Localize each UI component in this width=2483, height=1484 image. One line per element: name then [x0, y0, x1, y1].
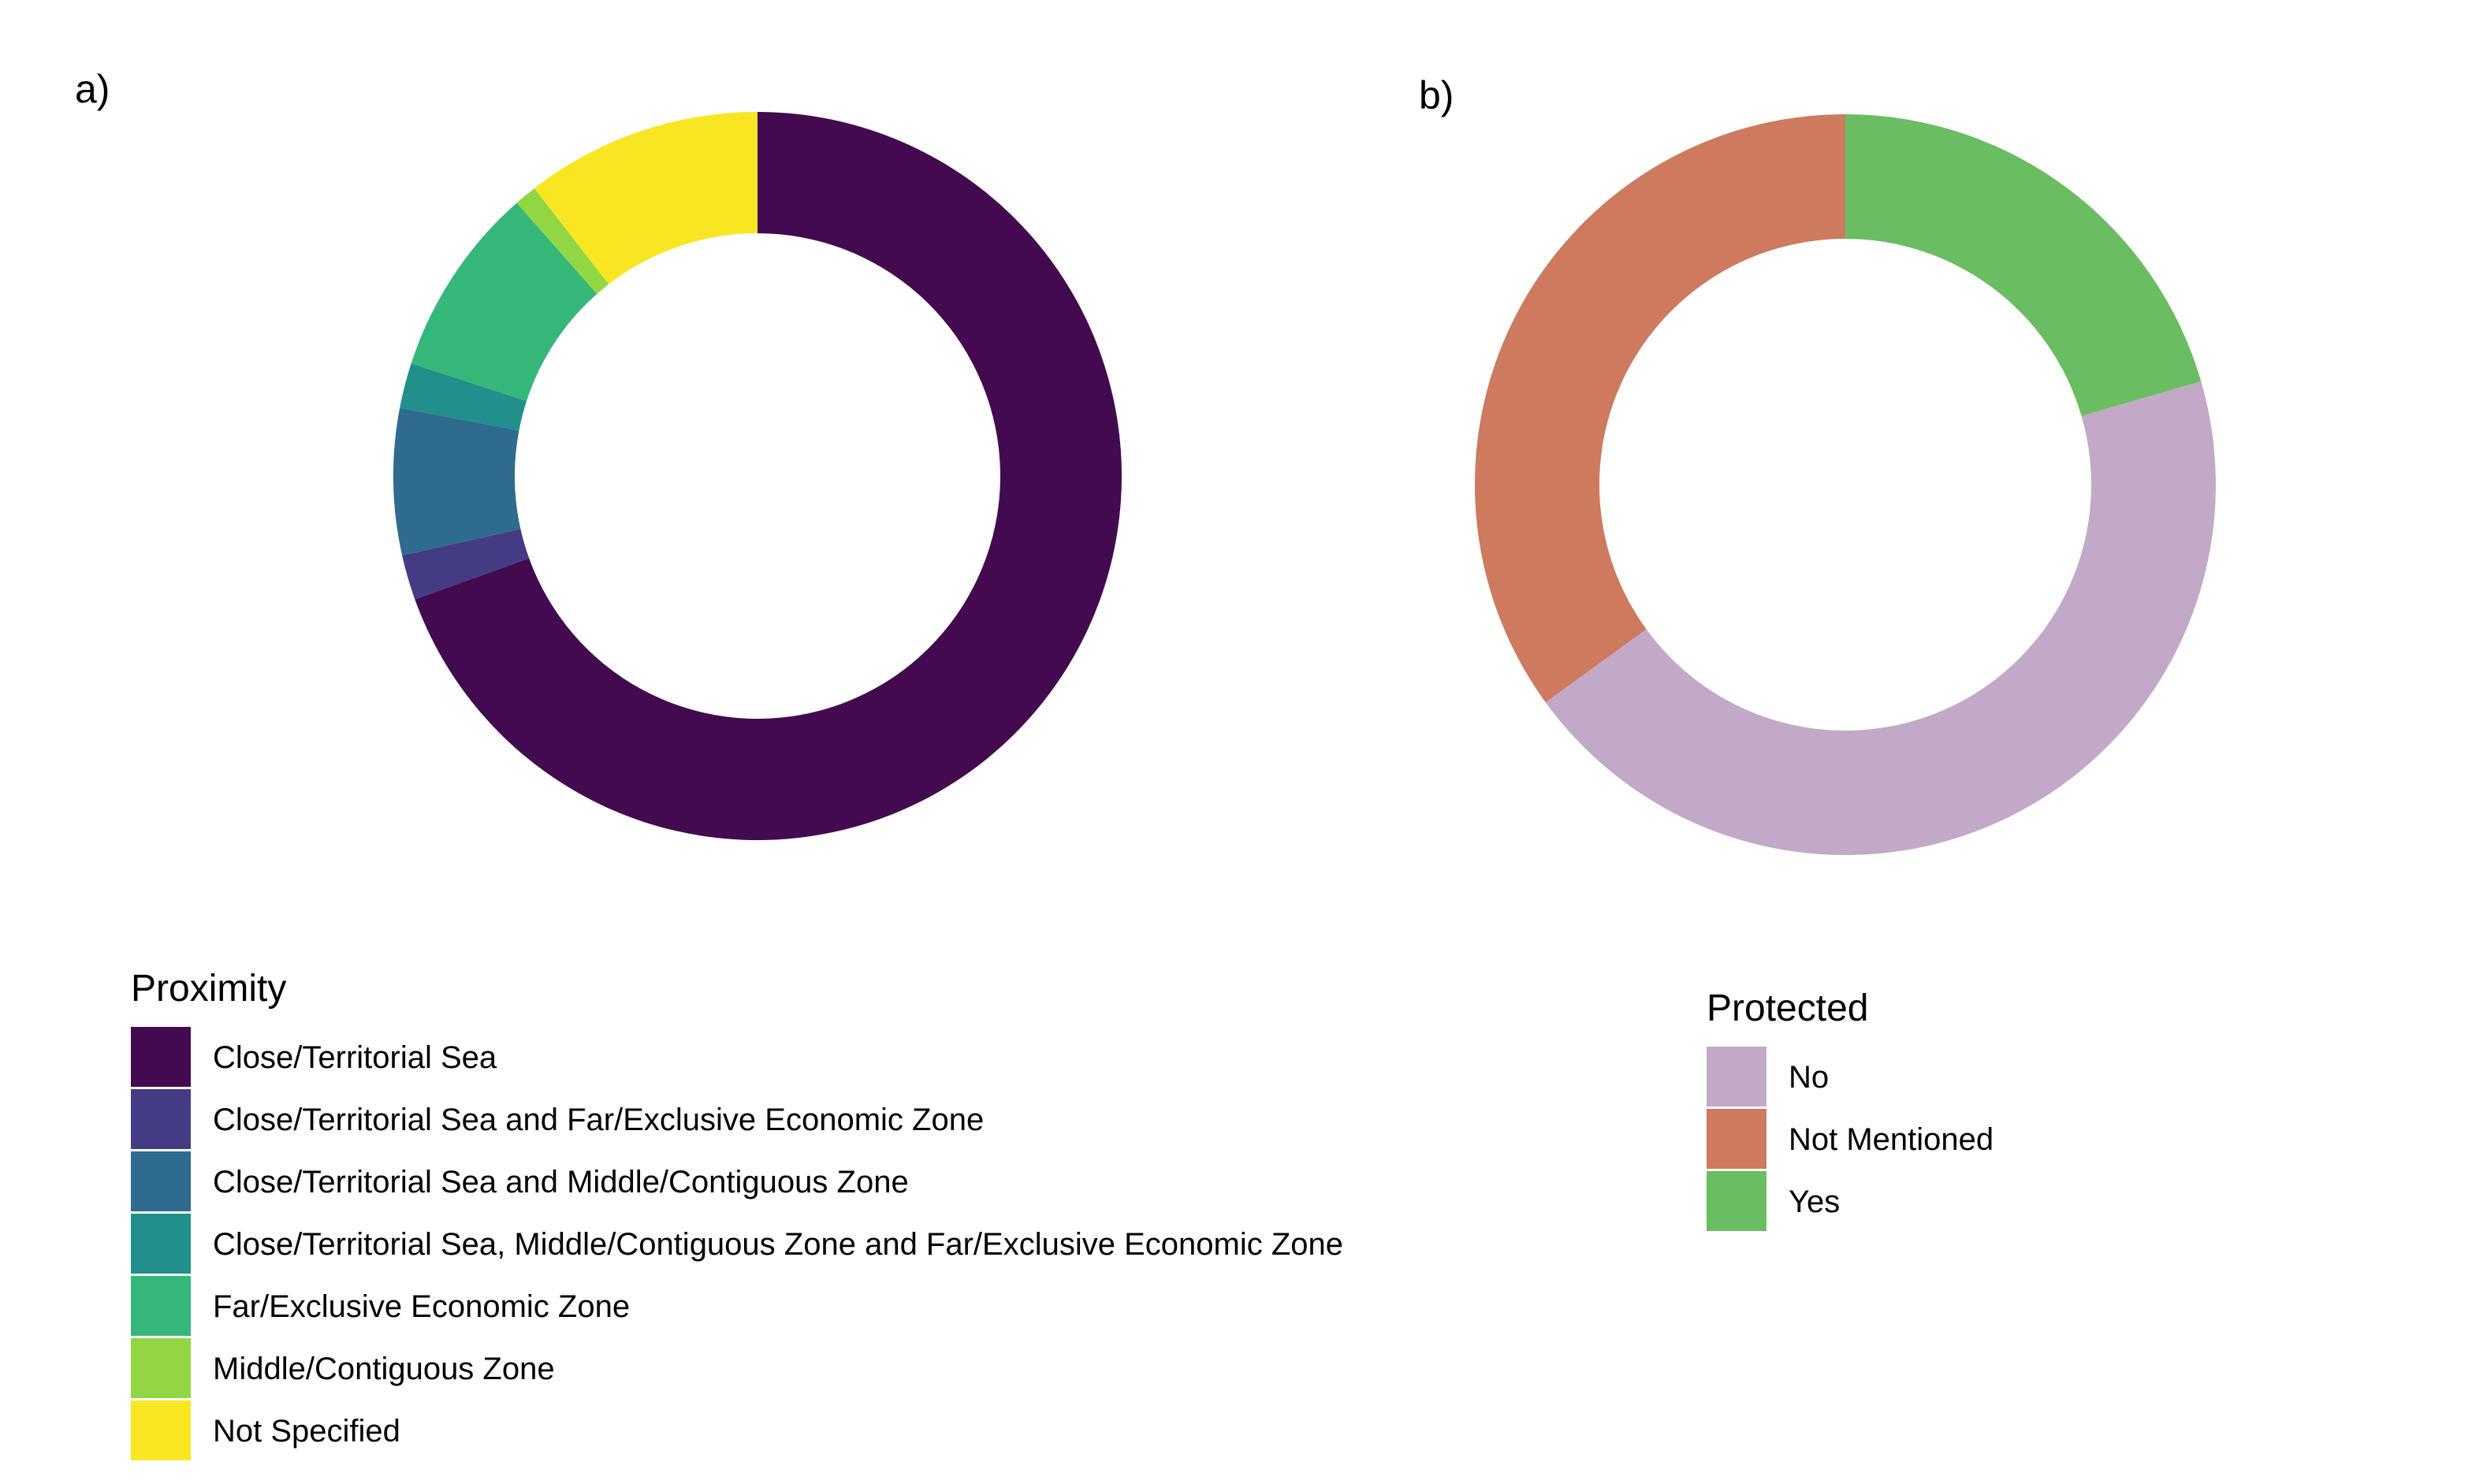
donut-chart-proximity — [393, 112, 1122, 840]
legend-label-no: No — [1789, 1060, 1829, 1095]
slice-no — [1545, 381, 2217, 856]
slice-not-mentioned — [1475, 114, 1845, 703]
legend-key-close-territorial-sea-and-far-exclusive-economic-zone — [131, 1089, 191, 1149]
legend-key-not-specified — [131, 1400, 191, 1460]
legend-key-far-exclusive-economic-zone — [131, 1276, 191, 1336]
slice-close-territorial-sea-and-middle-contiguous-zone — [393, 407, 521, 556]
legend-label-close-territorial-sea: Close/Territorial Sea — [213, 1040, 497, 1075]
slice-close-territorial-sea-and-far-exclusive-economic-zone — [402, 529, 530, 600]
slice-not-specified — [534, 112, 758, 285]
legend-label-close-territorial-sea-middle-contiguous-zone-and-far-exclusive-economic-zone: Close/Territorial Sea, Middle/Contiguous… — [213, 1227, 1343, 1262]
legend-label-far-exclusive-economic-zone: Far/Exclusive Economic Zone — [213, 1289, 630, 1324]
legend-key-middle-contiguous-zone — [131, 1338, 191, 1398]
legend-label-close-territorial-sea-and-middle-contiguous-zone: Close/Territorial Sea and Middle/Contigu… — [213, 1165, 909, 1199]
legend-protected: Protected No Not Mentioned Yes — [1707, 987, 1993, 1231]
legend-title-proximity: Proximity — [131, 968, 286, 1010]
legend-label-not-specified: Not Specified — [213, 1414, 400, 1449]
legend-label-middle-contiguous-zone: Middle/Contiguous Zone — [213, 1352, 555, 1386]
legend-proximity: Proximity Close/Territorial Sea Close/Ter… — [131, 968, 1343, 1460]
slice-far-exclusive-economic-zone — [411, 203, 597, 401]
slice-close-territorial-sea — [415, 112, 1122, 840]
legend-title-protected: Protected — [1707, 987, 1868, 1029]
legend-label-not-mentioned: Not Mentioned — [1789, 1122, 1993, 1157]
legend-key-close-territorial-sea — [131, 1027, 191, 1087]
panel-label-b: b) — [1419, 73, 1454, 117]
legend-key-not-mentioned — [1707, 1109, 1766, 1169]
slice-middle-contiguous-zone — [516, 188, 609, 294]
legend-key-no — [1707, 1047, 1766, 1106]
slice-close-territorial-sea-middle-contiguous-zone-and-far-exclusive-economic-zone — [400, 363, 527, 431]
legend-label-yes: Yes — [1789, 1185, 1840, 1219]
legend-key-close-territorial-sea-middle-contiguous-zone-and-far-exclusive-economic-zone — [131, 1214, 191, 1274]
legend-key-close-territorial-sea-and-middle-contiguous-zone — [131, 1151, 191, 1211]
legend-key-yes — [1707, 1171, 1766, 1231]
donut-chart-protected — [1475, 114, 2217, 856]
panel-label-a: a) — [75, 67, 110, 111]
legend-label-close-territorial-sea-and-far-exclusive-economic-zone: Close/Territorial Sea and Far/Exclusive … — [213, 1103, 984, 1137]
slice-yes — [1845, 114, 2202, 416]
